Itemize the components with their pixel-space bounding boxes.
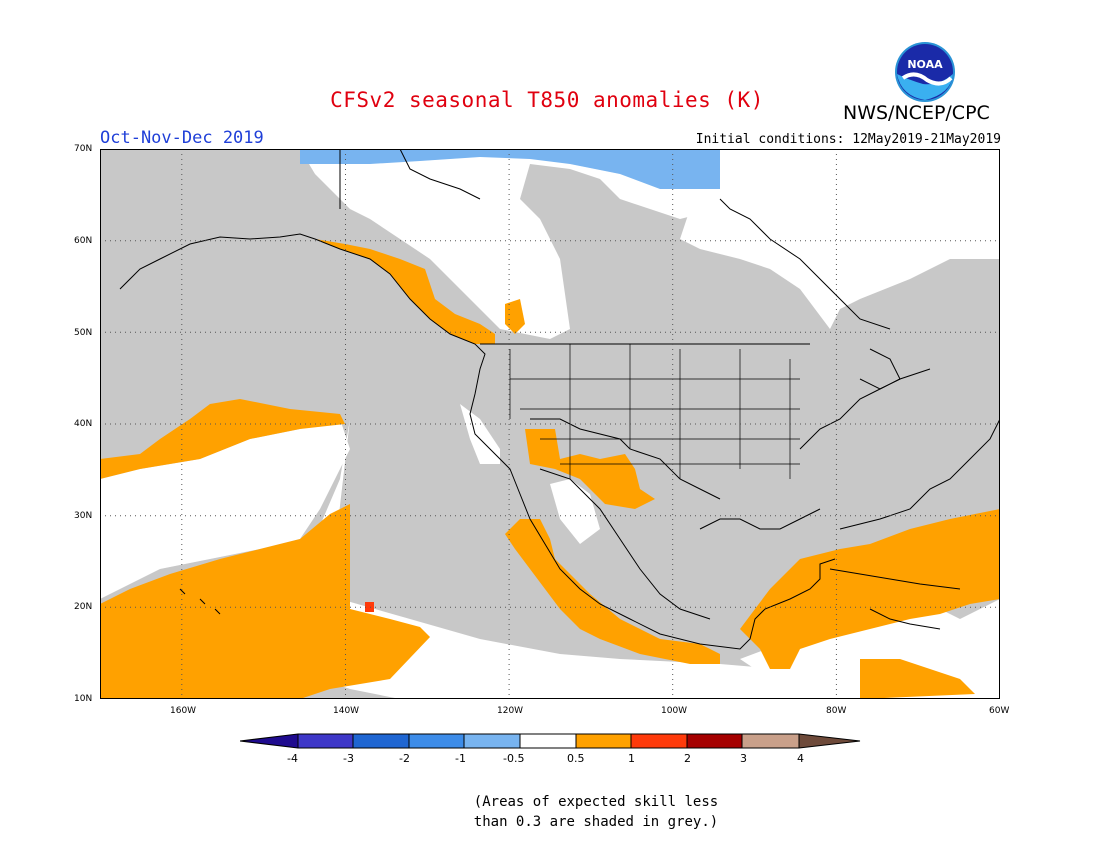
lat-tick-40n: 40N [74, 419, 93, 429]
neutral-regions [100, 149, 1000, 699]
colorbar-label-3: 3 [740, 752, 747, 765]
colorbar-swatch-8 [687, 734, 742, 748]
colorbar-swatch-4 [464, 734, 520, 748]
warm-regions [100, 239, 1000, 699]
colorbar-label-minus2: -2 [399, 752, 410, 765]
agency-label: NWS/NCEP/CPC [843, 102, 990, 124]
svg-text:NOAA: NOAA [907, 58, 943, 71]
colorbar-swatch-0 [240, 734, 298, 748]
skill-note-line-1: (Areas of expected skill less [473, 794, 719, 810]
colorbar-label-minus3: -3 [343, 752, 354, 765]
colorbar-label-2: 2 [684, 752, 691, 765]
season-label: Oct-Nov-Dec 2019 [100, 128, 264, 148]
colorbar-label-4: 4 [797, 752, 804, 765]
lat-tick-60n: 60N [74, 236, 93, 246]
chart-title: CFSv2 seasonal T850 anomalies (K) [330, 88, 764, 112]
colorbar-swatch-9 [742, 734, 799, 748]
lon-tick-60w: 60W [989, 706, 1010, 716]
colorbar-swatch-10 [799, 734, 860, 748]
colorbar-swatch-2 [353, 734, 409, 748]
lon-tick-120w: 120W [497, 706, 524, 716]
colorbar-label-0-5: 0.5 [567, 752, 585, 765]
initial-conditions-label: Initial conditions: 12May2019-21May2019 [695, 132, 1001, 147]
colorbar-swatch-5 [520, 734, 576, 748]
lat-tick-20n: 20N [74, 602, 93, 612]
skill-note: (Areas of expected skill less than 0.3 a… [0, 792, 1100, 832]
state-boundaries [509, 344, 800, 479]
colorbar-swatch-7 [631, 734, 687, 748]
colorbar [240, 733, 861, 749]
lon-tick-100w: 100W [661, 706, 688, 716]
map-frame [100, 149, 1000, 699]
lat-tick-10n: 10N [74, 694, 93, 704]
colorbar-label-minus1: -1 [455, 752, 466, 765]
lon-tick-80w: 80W [826, 706, 847, 716]
colorbar-swatch-1 [298, 734, 353, 748]
warm-spot-1-2 [365, 602, 374, 612]
lat-tick-50n: 50N [74, 328, 93, 338]
colorbar-label-minus4: -4 [287, 752, 298, 765]
colorbar-label-1: 1 [628, 752, 635, 765]
anomaly-map [100, 149, 1000, 699]
lon-tick-140w: 140W [333, 706, 360, 716]
graticule [100, 149, 1000, 699]
lon-tick-160w: 160W [170, 706, 197, 716]
coastlines [119, 149, 1000, 650]
noaa-logo: NOAA [895, 42, 955, 102]
colorbar-swatch-6 [576, 734, 631, 748]
lat-tick-30n: 30N [74, 511, 93, 521]
skill-note-line-2: than 0.3 are shaded in grey.) [473, 814, 719, 830]
colorbar-label-minus0-5: -0.5 [503, 752, 525, 765]
lat-tick-70n: 70N [74, 144, 93, 154]
colorbar-swatch-3 [409, 734, 464, 748]
